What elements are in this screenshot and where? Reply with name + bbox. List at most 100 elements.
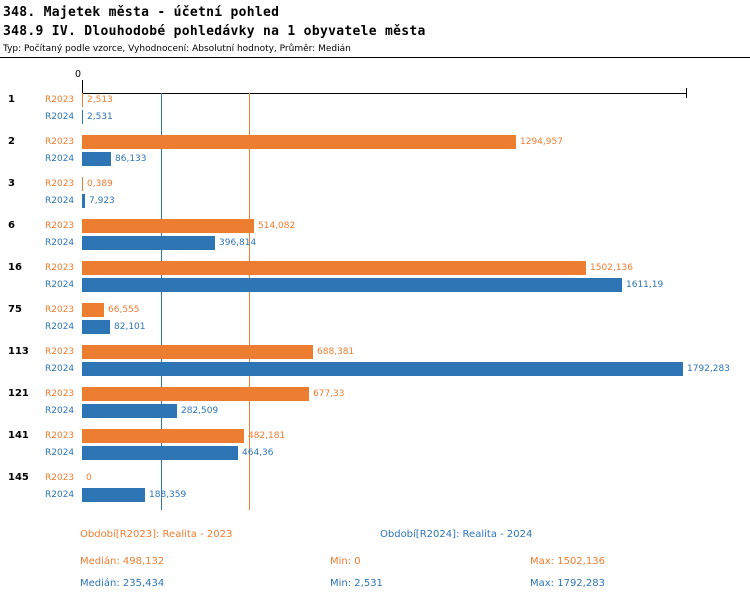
bar-row: R2024 2,531: [0, 110, 750, 124]
bar-value-label: 514,082: [258, 221, 296, 231]
bar-row: R2023 482,181: [0, 429, 750, 443]
report-title: 348. Majetek města - účetní pohled: [3, 5, 280, 20]
x-axis-zero-label: 0: [75, 69, 82, 80]
bar-r2023: [82, 219, 254, 233]
bar-r2023: [82, 345, 313, 359]
series-label: R2023: [45, 305, 75, 315]
bar-value-label: 66,555: [108, 305, 140, 315]
series-label: R2024: [45, 406, 75, 416]
bar-r2024: [82, 446, 238, 460]
category-group: 145 R2023 0 R2024 188,359: [0, 471, 750, 513]
bar-r2023: [82, 93, 83, 107]
bar-value-label: 2,513: [87, 95, 113, 105]
bar-row: R2024 1611,19: [0, 278, 750, 292]
series-label: R2024: [45, 448, 75, 458]
stat-max-r2023: Max: 1502,136: [530, 556, 605, 567]
header-divider: [0, 57, 750, 58]
category-label: 113: [8, 346, 29, 357]
category-label: 145: [8, 472, 29, 483]
bar-row: R2023 1294,957: [0, 135, 750, 149]
legend-r2024: Období[R2024]: Realita - 2024: [380, 529, 533, 540]
bar-r2024: [82, 278, 622, 292]
bar-value-label: 82,101: [114, 322, 146, 332]
bar-value-label: 677,33: [313, 389, 345, 399]
bar-row: R2023 0: [0, 471, 750, 485]
category-label: 2: [8, 136, 15, 147]
bar-r2023: [82, 135, 516, 149]
series-label: R2023: [45, 95, 75, 105]
bar-chart: 0 1 R2023 2,513 R2024 2,531 2 R2023 1294,957 R20…: [0, 60, 750, 516]
bar-value-label: 188,359: [149, 490, 187, 500]
bar-row: R2023 66,555: [0, 303, 750, 317]
bar-row: R2023 677,33: [0, 387, 750, 401]
stat-max-r2024: Max: 1792,283: [530, 578, 605, 589]
bar-row: R2023 688,381: [0, 345, 750, 359]
stat-median-r2024: Medián: 235,434: [80, 578, 165, 589]
series-label: R2024: [45, 322, 75, 332]
series-label: R2024: [45, 364, 75, 374]
bar-row: R2024 82,101: [0, 320, 750, 334]
category-label: 75: [8, 304, 22, 315]
stat-median-r2023: Medián: 498,132: [80, 556, 165, 567]
series-label: R2023: [45, 263, 75, 273]
series-label: R2023: [45, 137, 75, 147]
bar-row: R2024 86,133: [0, 152, 750, 166]
median-line-r2023: [249, 93, 250, 510]
category-label: 1: [8, 94, 15, 105]
category-label: 6: [8, 220, 15, 231]
bar-value-label: 86,133: [115, 154, 147, 164]
bar-r2024: [82, 110, 83, 124]
bar-r2024: [82, 320, 110, 334]
series-label: R2023: [45, 389, 75, 399]
series-label: R2023: [45, 179, 75, 189]
bar-value-label: 7,923: [89, 196, 115, 206]
series-label: R2023: [45, 431, 75, 441]
bar-value-label: 1294,957: [520, 137, 563, 147]
bar-r2023: [82, 177, 83, 191]
bar-row: R2024 282,509: [0, 404, 750, 418]
series-label: R2024: [45, 490, 75, 500]
bar-row: R2023 1502,136: [0, 261, 750, 275]
bar-r2023: [82, 387, 309, 401]
category-group: 16 R2023 1502,136 R2024 1611,19: [0, 261, 750, 303]
bar-value-label: 0,389: [87, 179, 113, 189]
series-label: R2024: [45, 196, 75, 206]
category-group: 141 R2023 482,181 R2024 464,36: [0, 429, 750, 471]
bar-r2023: [82, 429, 244, 443]
bar-row: R2024 7,923: [0, 194, 750, 208]
category-group: 121 R2023 677,33 R2024 282,509: [0, 387, 750, 429]
bar-value-label: 1502,136: [590, 263, 633, 273]
category-group: 113 R2023 688,381 R2024 1792,283: [0, 345, 750, 387]
bar-row: R2024 1792,283: [0, 362, 750, 376]
category-group: 75 R2023 66,555 R2024 82,101: [0, 303, 750, 345]
bar-row: R2024 188,359: [0, 488, 750, 502]
x-axis-line: [82, 93, 686, 94]
bar-value-label: 2,531: [87, 112, 113, 122]
bar-value-label: 396,814: [219, 238, 257, 248]
stat-min-r2024: Min: 2,531: [330, 578, 383, 589]
bar-r2024: [82, 236, 215, 250]
bar-value-label: 688,381: [317, 347, 355, 357]
category-label: 141: [8, 430, 29, 441]
category-group: 1 R2023 2,513 R2024 2,531: [0, 93, 750, 135]
series-label: R2024: [45, 112, 75, 122]
stat-min-r2023: Min: 0: [330, 556, 361, 567]
category-label: 121: [8, 388, 29, 399]
bar-value-label: 464,36: [242, 448, 274, 458]
series-label: R2024: [45, 238, 75, 248]
bar-r2024: [82, 194, 85, 208]
category-label: 3: [8, 178, 15, 189]
category-group: 3 R2023 0,389 R2024 7,923: [0, 177, 750, 219]
chart-title: 348.9 IV. Dlouhodobé pohledávky na 1 oby…: [3, 24, 426, 39]
bar-row: R2023 2,513: [0, 93, 750, 107]
bar-value-label: 1792,283: [687, 364, 730, 374]
category-label: 16: [8, 262, 22, 273]
bar-r2024: [82, 404, 177, 418]
bar-value-label: 282,509: [181, 406, 219, 416]
bar-row: R2024 396,814: [0, 236, 750, 250]
x-axis-left-tick: [82, 80, 83, 93]
bar-row: R2024 464,36: [0, 446, 750, 460]
series-label: R2024: [45, 154, 75, 164]
bar-row: R2023 0,389: [0, 177, 750, 191]
bar-r2024: [82, 488, 145, 502]
